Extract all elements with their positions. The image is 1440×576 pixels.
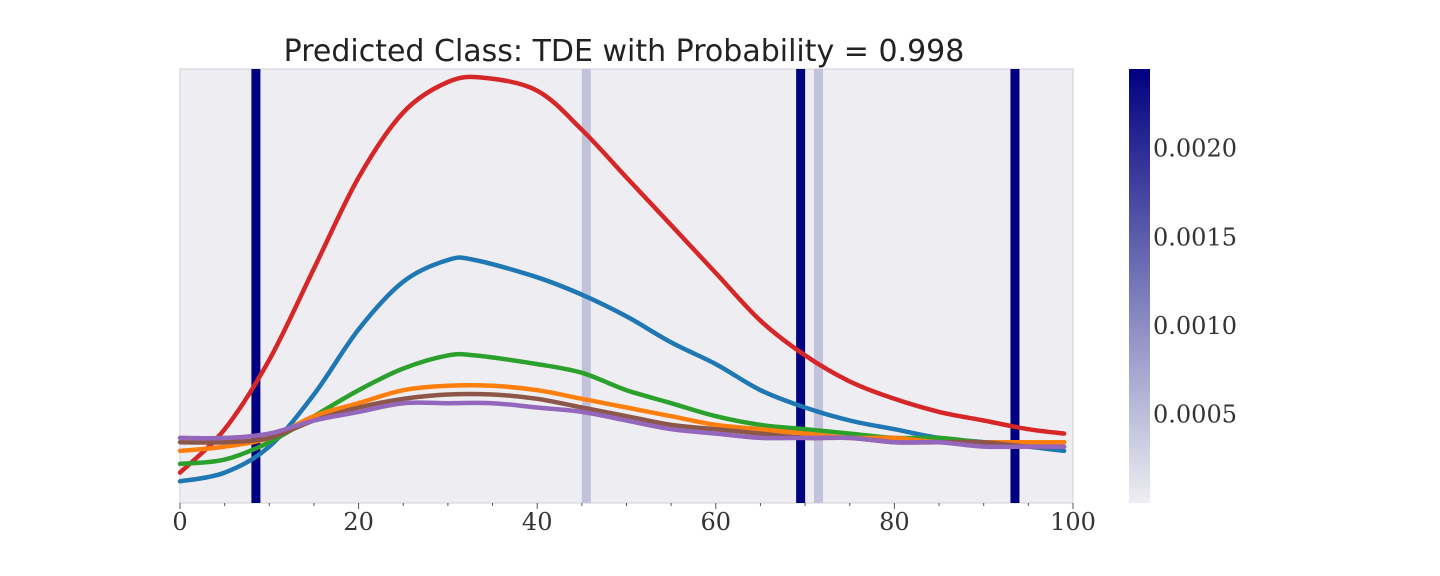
attention-bands [251,69,1020,503]
x-axis: 0 20 40 60 80 100 [172,503,1096,536]
x-tick-label: 0 [172,508,187,536]
series-line-5 [177,400,1067,450]
colorbar-tick-label: 0.0015 [1153,223,1237,251]
series-line-2 [177,351,1067,467]
x-tick-label: 40 [522,508,553,536]
series-lines [177,74,1067,484]
attention-band-3 [813,69,823,503]
attention-band-4 [1010,69,1020,503]
series-line-0 [177,74,1067,475]
colorbar-tick-label: 0.0020 [1153,135,1237,163]
x-tick-label: 100 [1050,508,1096,536]
x-tick-label: 20 [343,508,374,536]
plot-area [179,68,1074,504]
attention-band-1 [581,69,591,503]
x-tick-label: 60 [701,508,732,536]
attention-band-0 [251,69,261,503]
colorbar [1129,69,1150,503]
attention-band-2 [796,69,806,503]
chart-title: Predicted Class: TDE with Probability = … [284,34,965,69]
series-line-1 [177,255,1067,484]
colorbar-tick-label: 0.0010 [1153,312,1237,340]
x-tick-label: 80 [879,508,910,536]
colorbar-ticks: 0.0005 0.0010 0.0015 0.0020 [1153,135,1237,429]
colorbar-tick-label: 0.0005 [1153,400,1237,428]
